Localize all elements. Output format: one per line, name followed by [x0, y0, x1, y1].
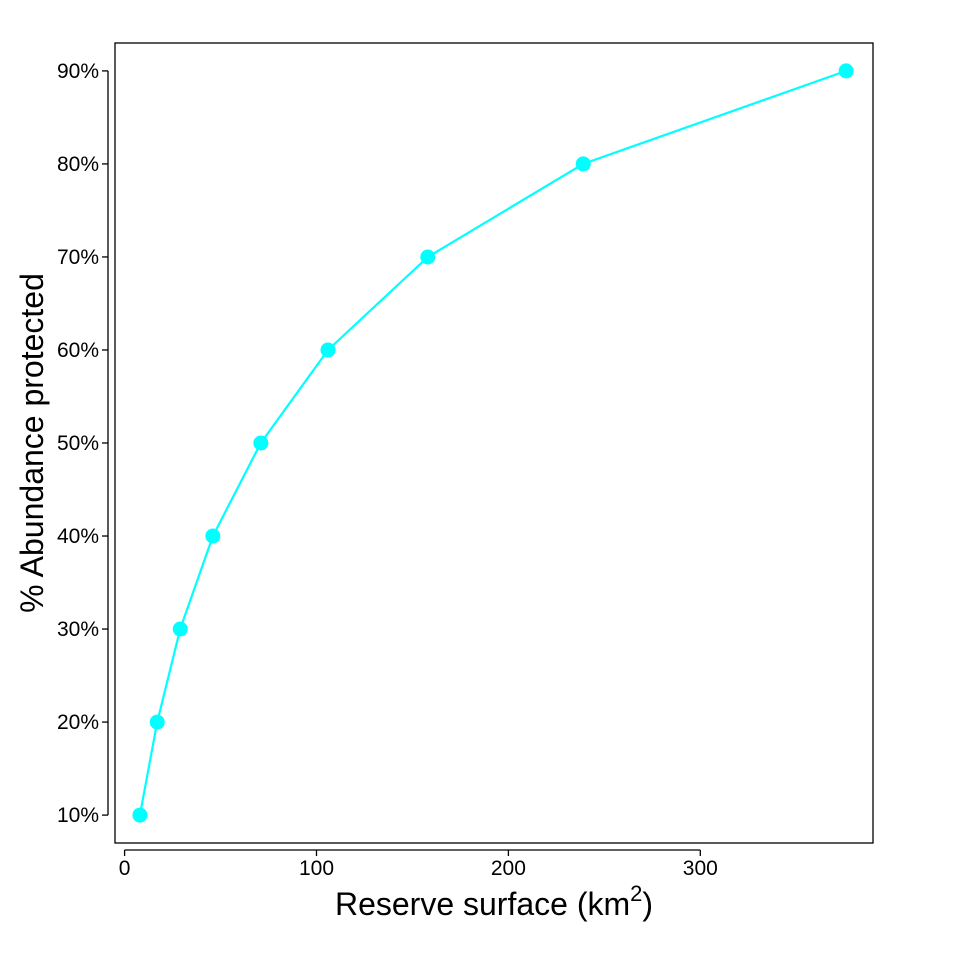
y-tick-label: 30%: [57, 618, 99, 641]
y-tick-label: 60%: [57, 339, 99, 362]
y-tick-label: 50%: [57, 432, 99, 455]
data-point: [253, 435, 269, 451]
x-axis: 0 100 200 300: [119, 849, 718, 880]
data-point: [420, 249, 436, 265]
data-point: [205, 528, 221, 544]
x-tick-label: 200: [491, 857, 526, 880]
data-point: [132, 807, 148, 823]
data-point: [575, 156, 591, 172]
data-point: [320, 342, 336, 358]
y-axis: 10% 20% 30% 40% 50% 60% 70% 80% 90%: [57, 60, 109, 827]
plot-frame: [114, 42, 874, 844]
y-tick-label: 40%: [57, 525, 99, 548]
x-axis-title: Reserve surface (km2): [335, 881, 653, 922]
data-point: [838, 63, 854, 79]
x-tick-label: 0: [119, 857, 131, 880]
y-tick-label: 20%: [57, 711, 99, 734]
data-point: [172, 621, 188, 637]
y-tick-label: 70%: [57, 246, 99, 269]
x-axis-title-main: Reserve surface (km: [335, 886, 630, 922]
y-axis-title: % Abundance protected: [14, 273, 50, 613]
y-tick-label: 10%: [57, 804, 99, 827]
x-tick-label: 300: [683, 857, 718, 880]
x-tick-label: 100: [299, 857, 334, 880]
y-tick-label: 80%: [57, 153, 99, 176]
x-axis-title-superscript: 2: [630, 881, 642, 906]
series-layer: [132, 63, 854, 823]
y-tick-label: 90%: [57, 60, 99, 83]
x-axis-title-close: ): [642, 886, 653, 922]
data-point: [149, 714, 165, 730]
